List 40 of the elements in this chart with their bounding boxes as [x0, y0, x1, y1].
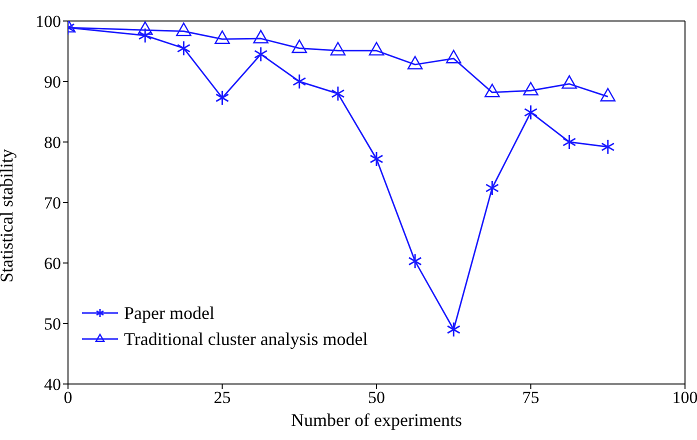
- point: [601, 139, 615, 155]
- point: [176, 22, 192, 36]
- point: [446, 50, 462, 64]
- point: [524, 104, 538, 120]
- x-axis-title: Number of experiments: [291, 410, 462, 430]
- point: [292, 74, 306, 90]
- point: [408, 253, 422, 269]
- x-tick-label: 50: [368, 388, 385, 408]
- point: [176, 40, 190, 56]
- y-tick-label: 80: [44, 133, 61, 152]
- point: [368, 42, 384, 56]
- x-tick-label: 25: [214, 388, 231, 408]
- point: [484, 84, 500, 98]
- point: [330, 42, 346, 56]
- y-axis-title: Statistical stability: [0, 149, 16, 282]
- point: [446, 322, 460, 338]
- y-tick-label: 40: [44, 375, 61, 394]
- y-tick-label: 50: [44, 314, 61, 334]
- y-tick-label: 90: [44, 72, 61, 92]
- point: [331, 86, 345, 102]
- point: [292, 40, 308, 54]
- y-tick-label: 70: [44, 194, 61, 213]
- point: [214, 30, 230, 44]
- y-tick-label: 60: [44, 254, 61, 274]
- x-tick-label: 75: [522, 388, 540, 408]
- point: [253, 30, 268, 44]
- y-tick-label: 100: [36, 12, 61, 32]
- point: [485, 180, 499, 196]
- x-tick-label: 100: [672, 388, 697, 408]
- legend-label: Paper model: [124, 302, 214, 324]
- point: [407, 56, 423, 70]
- point: [215, 90, 230, 106]
- point: [137, 21, 153, 35]
- point: [562, 134, 576, 150]
- point: [370, 151, 384, 167]
- legend-label: Traditional cluster analysis model: [124, 328, 368, 350]
- point: [600, 88, 616, 102]
- point: [562, 75, 577, 89]
- x-tick-label: 0: [64, 388, 72, 408]
- point: [523, 82, 538, 96]
